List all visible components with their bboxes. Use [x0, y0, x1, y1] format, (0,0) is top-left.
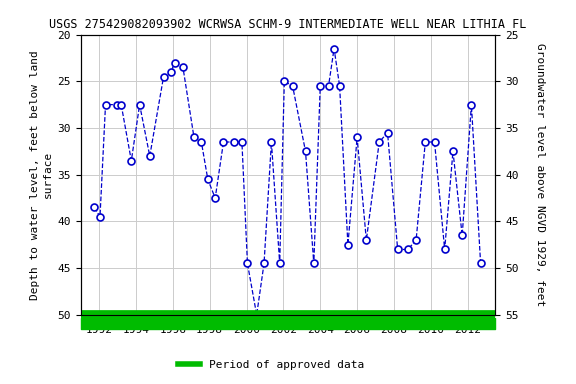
Y-axis label: Depth to water level, feet below land
surface: Depth to water level, feet below land su…: [30, 50, 53, 300]
Title: USGS 275429082093902 WCRWSA SCHM-9 INTERMEDIATE WELL NEAR LITHIA FL: USGS 275429082093902 WCRWSA SCHM-9 INTER…: [50, 18, 526, 31]
Y-axis label: Groundwater level above NGVD 1929, feet: Groundwater level above NGVD 1929, feet: [535, 43, 545, 306]
Legend: Period of approved data: Period of approved data: [173, 356, 368, 375]
